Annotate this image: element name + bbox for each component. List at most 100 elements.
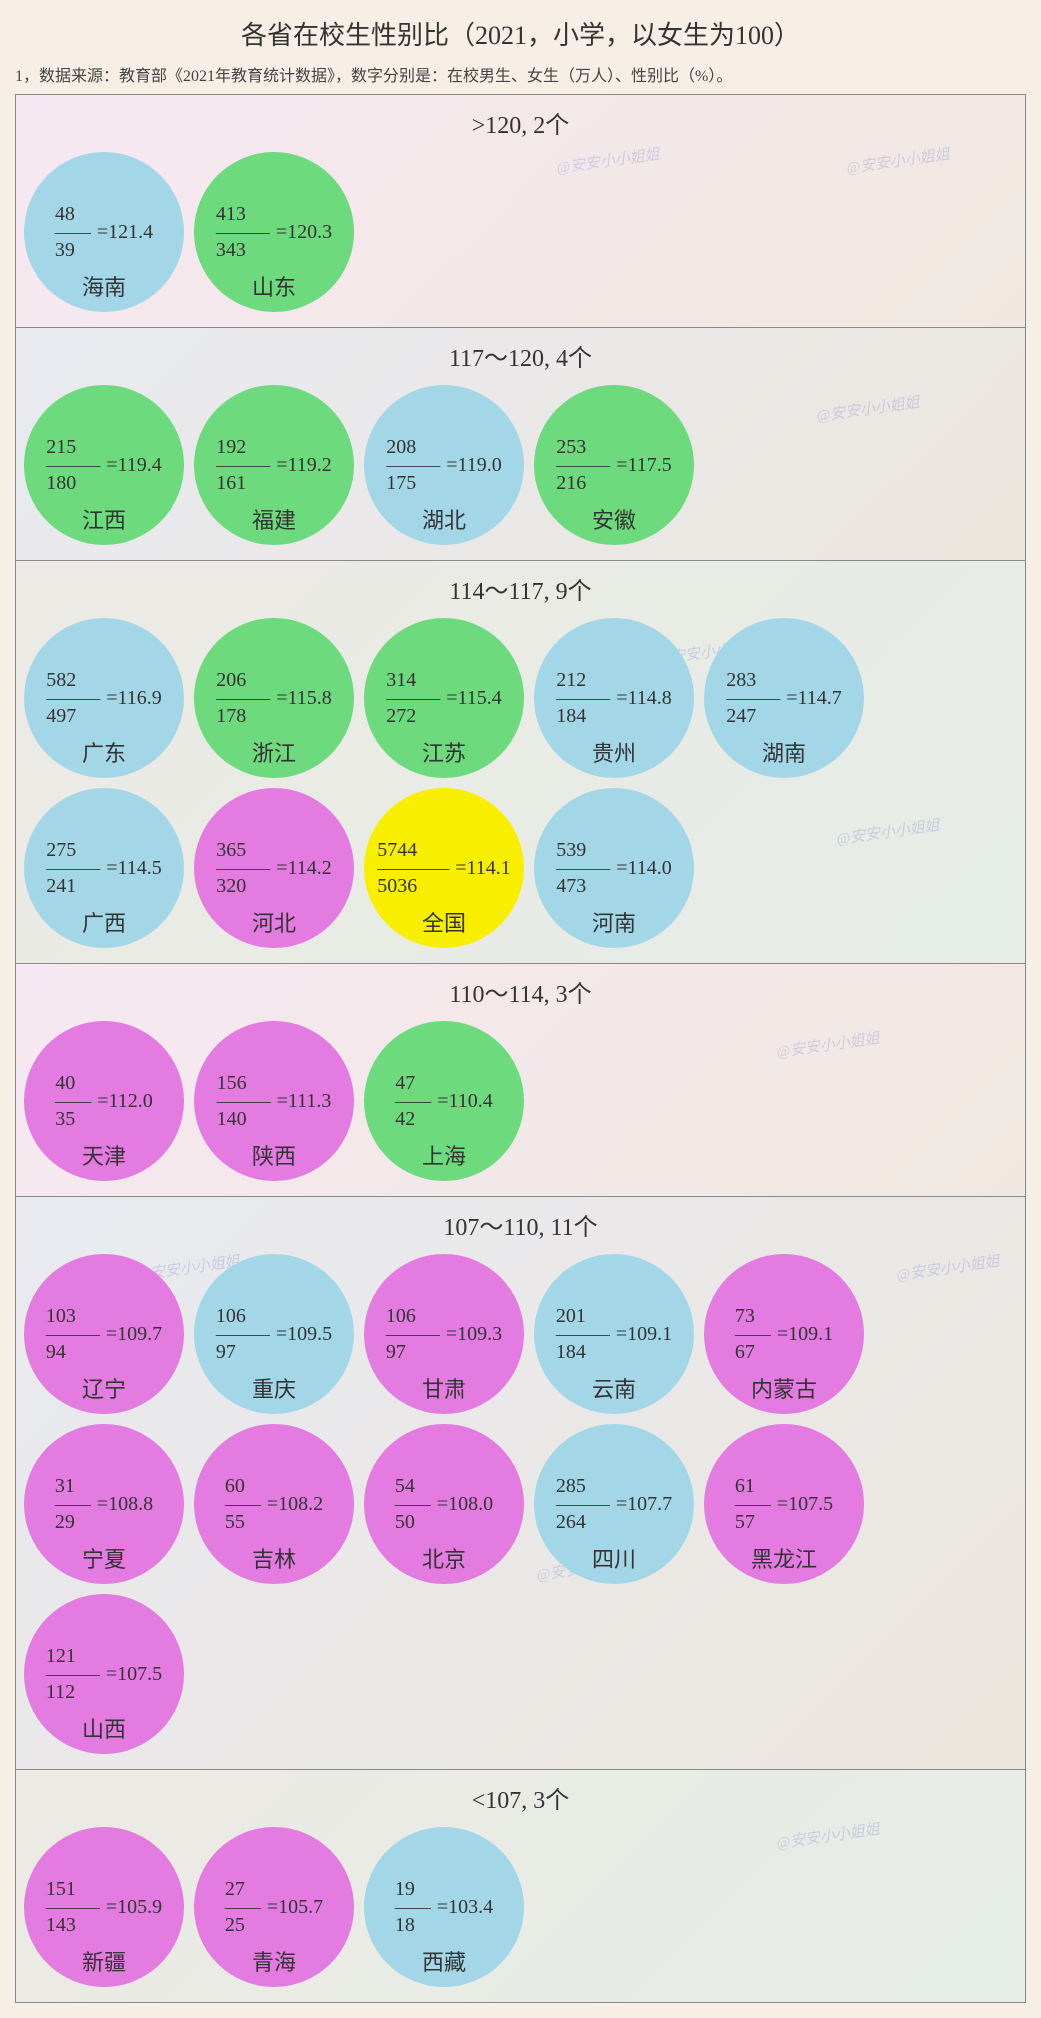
page-title: 各省在校生性别比（2021，小学，以女生为100） <box>15 15 1026 52</box>
province-label: 浙江 <box>194 736 354 768</box>
fraction-line: —— <box>225 1497 261 1511</box>
group-header: >120, 2个 <box>24 105 1017 140</box>
ratio-fraction: 61——57=107.5 <box>735 1475 833 1533</box>
female-count: 39 <box>55 239 75 261</box>
female-count: 178 <box>216 705 246 727</box>
ratio-value: =120.3 <box>276 221 332 243</box>
group-header: 114～117, 9个 <box>24 571 1017 606</box>
female-count: 50 <box>395 1511 415 1533</box>
ratio-fraction: 365———320=114.2 <box>216 839 332 897</box>
province-bubble: 19——18=103.4 西藏 <box>364 1827 524 1987</box>
female-count: 247 <box>726 705 756 727</box>
fraction-line: ——— <box>386 458 440 472</box>
province-label: 江西 <box>24 503 184 535</box>
province-bubble: 106———97=109.5重庆 <box>194 1254 354 1414</box>
province-bubble: 156———140=111.3陕西 <box>194 1021 354 1181</box>
fraction-line: ——— <box>46 691 100 705</box>
province-label: 黑龙江 <box>704 1542 864 1574</box>
female-count: 94 <box>46 1341 66 1363</box>
province-label: 上海 <box>364 1139 524 1171</box>
female-count: 175 <box>386 472 416 494</box>
male-count: 151 <box>46 1878 76 1900</box>
chart-container: @安安小小姐姐@安安小小姐姐>120, 2个48——39=121.4海南413—… <box>15 94 1026 2003</box>
ratio-value: =107.5 <box>777 1493 833 1515</box>
province-bubble: 253———216=117.5安徽 <box>534 385 694 545</box>
female-count: 5036 <box>377 875 417 897</box>
fraction-line: —— <box>395 1094 431 1108</box>
fraction-line: ——— <box>46 1327 100 1341</box>
province-bubble: 54——50=108.0北京 <box>364 1424 524 1584</box>
female-count: 272 <box>386 705 416 727</box>
province-bubble: 285———264=107.7四川 <box>534 1424 694 1584</box>
ratio-value: =109.1 <box>777 1323 833 1345</box>
province-bubble: 208———175=119.0湖北 <box>364 385 524 545</box>
ratio-fraction: 60——55=108.2 <box>225 1475 323 1533</box>
ratio-fraction: 48——39=121.4 <box>55 203 153 261</box>
province-bubble: 539———473=114.0河南 <box>534 788 694 948</box>
female-count: 161 <box>216 472 246 494</box>
fraction-line: ——— <box>386 1327 440 1341</box>
ratio-fraction: 215———180=119.4 <box>46 436 162 494</box>
province-bubble: 413———343=120.3山东 <box>194 152 354 312</box>
ratio-group: @安安小小姐姐<107, 3个151———143=105.9新疆27——25=1… <box>16 1770 1025 2002</box>
province-bubble: 314———272=115.4江苏 <box>364 618 524 778</box>
fraction-line: ——— <box>556 1327 610 1341</box>
province-bubble: 206———178=115.8浙江 <box>194 618 354 778</box>
fraction-line: —— <box>55 225 91 239</box>
female-count: 29 <box>55 1511 75 1533</box>
province-bubble: 582———497=116.9广东 <box>24 618 184 778</box>
ratio-value: =114.8 <box>616 687 672 709</box>
fraction-line: —— <box>395 1497 431 1511</box>
female-count: 57 <box>735 1511 755 1533</box>
ratio-value: =109.3 <box>446 1323 502 1345</box>
fraction-line: ——— <box>216 691 270 705</box>
ratio-value: =108.0 <box>437 1493 493 1515</box>
ratio-value: =117.5 <box>616 454 672 476</box>
female-count: 25 <box>225 1914 245 1936</box>
ratio-fraction: 27——25=105.7 <box>225 1878 323 1936</box>
female-count: 143 <box>46 1914 76 1936</box>
female-count: 97 <box>386 1341 406 1363</box>
province-bubble: 60——55=108.2吉林 <box>194 1424 354 1584</box>
fraction-line: ———— <box>377 861 449 875</box>
fraction-line: —— <box>395 1900 431 1914</box>
ratio-value: =114.1 <box>455 857 511 879</box>
group-header: 110～114, 3个 <box>24 974 1017 1009</box>
fraction-line: ——— <box>46 1667 100 1681</box>
province-label: 云南 <box>534 1372 694 1404</box>
ratio-group: @安安小小姐姐117～120, 4个215———180=119.4江西192——… <box>16 328 1025 561</box>
female-count: 320 <box>216 875 246 897</box>
ratio-fraction: 31——29=108.8 <box>55 1475 153 1533</box>
ratio-fraction: 40——35=112.0 <box>55 1072 153 1130</box>
fraction-line: ——— <box>46 1900 100 1914</box>
female-count: 112 <box>46 1681 75 1703</box>
ratio-fraction: 539———473=114.0 <box>556 839 672 897</box>
province-label: 天津 <box>24 1139 184 1171</box>
fraction-line: ——— <box>556 861 610 875</box>
female-count: 343 <box>216 239 246 261</box>
ratio-value: =107.5 <box>106 1663 162 1685</box>
ratio-group: @安安小小姐姐@安安小小姐姐114～117, 9个582———497=116.9… <box>16 561 1025 964</box>
data-source-note: 1，数据来源：教育部《2021年教育统计数据》，数字分别是：在校男生、女生（万人… <box>15 62 1026 86</box>
female-count: 42 <box>395 1108 415 1130</box>
ratio-value: =114.2 <box>276 857 332 879</box>
female-count: 35 <box>55 1108 75 1130</box>
ratio-fraction: 19——18=103.4 <box>395 1878 493 1936</box>
province-bubble: 121———112=107.5山西 <box>24 1594 184 1754</box>
ratio-value: =112.0 <box>97 1090 153 1112</box>
fraction-line: ——— <box>216 458 270 472</box>
province-bubble: 201———184=109.1云南 <box>534 1254 694 1414</box>
province-label: 山西 <box>24 1712 184 1744</box>
female-count: 184 <box>556 705 586 727</box>
ratio-fraction: 54——50=108.0 <box>395 1475 493 1533</box>
province-bubble: 212———184=114.8贵州 <box>534 618 694 778</box>
ratio-fraction: 283———247=114.7 <box>726 669 842 727</box>
female-count: 497 <box>46 705 76 727</box>
province-bubble: 106———97=109.3甘肃 <box>364 1254 524 1414</box>
fraction-line: ——— <box>556 458 610 472</box>
province-bubble: 103———94=109.7辽宁 <box>24 1254 184 1414</box>
province-label: 青海 <box>194 1945 354 1977</box>
province-bubble: 31——29=108.8宁夏 <box>24 1424 184 1584</box>
ratio-fraction: 582———497=116.9 <box>46 669 162 727</box>
province-label: 西藏 <box>364 1945 524 1977</box>
